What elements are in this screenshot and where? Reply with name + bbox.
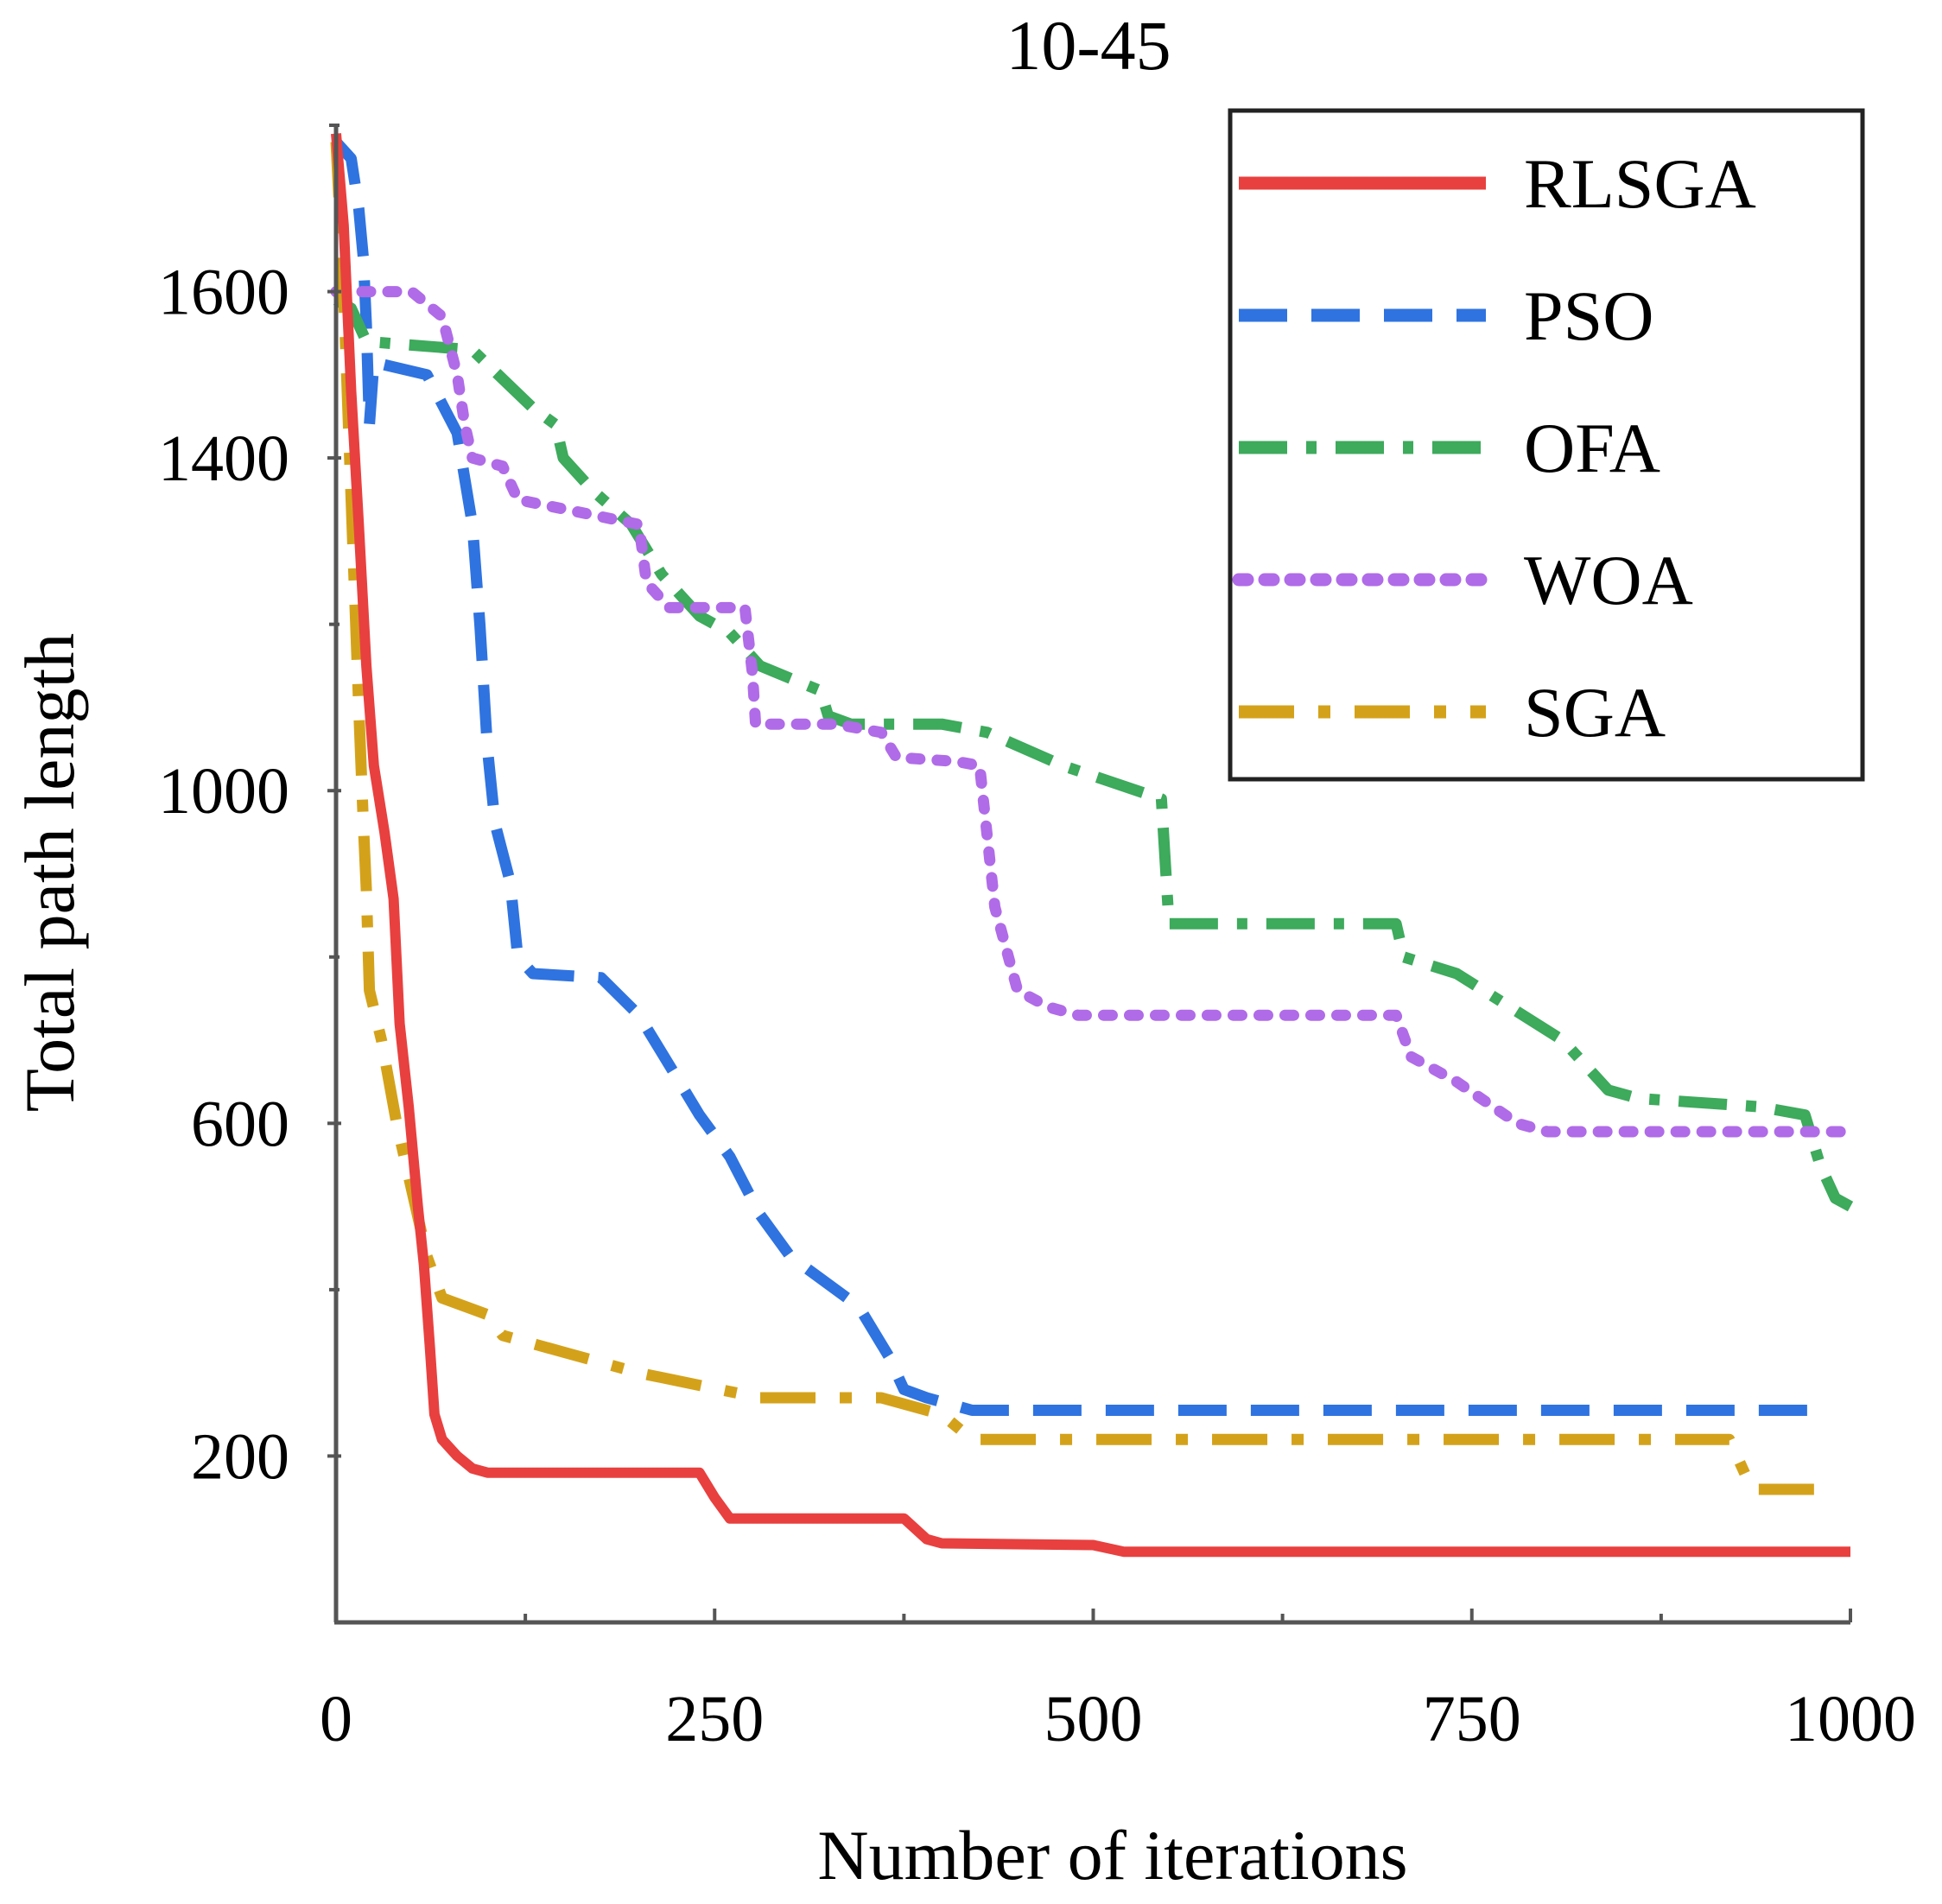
y-tick-label: 1600 (158, 257, 289, 329)
legend-items: RLSGA PSO OFA WOA SGA (1232, 144, 1756, 752)
series-line-sga (330, 141, 1820, 1495)
series-layer (330, 133, 1856, 1558)
y-tick-label: 1000 (158, 755, 289, 828)
y-tick-label: 1400 (158, 422, 289, 495)
legend: RLSGA PSO OFA WOA SGA (1228, 108, 1865, 782)
series-line-ofa (333, 295, 1854, 1212)
x-tick-label: 1000 (1785, 1683, 1916, 1755)
y-tick-label: 200 (191, 1420, 289, 1493)
x-axis-title: Number of iterations (817, 1816, 1407, 1894)
legend-label-pso: PSO (1524, 276, 1653, 355)
series-line-woa (330, 286, 1856, 1138)
x-tick-label: 750 (1423, 1683, 1521, 1755)
y-tick-label: 600 (191, 1088, 289, 1160)
series-line-pso (332, 137, 1820, 1416)
x-tick-label: 500 (1044, 1683, 1143, 1755)
legend-label-sga: SGA (1524, 673, 1666, 752)
legend-label-rlsga: RLSGA (1524, 144, 1756, 223)
legend-label-woa: WOA (1524, 541, 1693, 619)
x-tick-label: 0 (320, 1683, 352, 1755)
series-line-rlsga (331, 133, 1850, 1558)
legend-label-ofa: OFA (1524, 409, 1660, 487)
chart-title: 10-45 (1006, 6, 1171, 85)
x-tick-label: 250 (665, 1683, 764, 1755)
ticks: 0 250 500 750 1000 200 600 1000 1400 1600 (158, 124, 1916, 1755)
y-axis-title: Total path length (10, 633, 89, 1112)
